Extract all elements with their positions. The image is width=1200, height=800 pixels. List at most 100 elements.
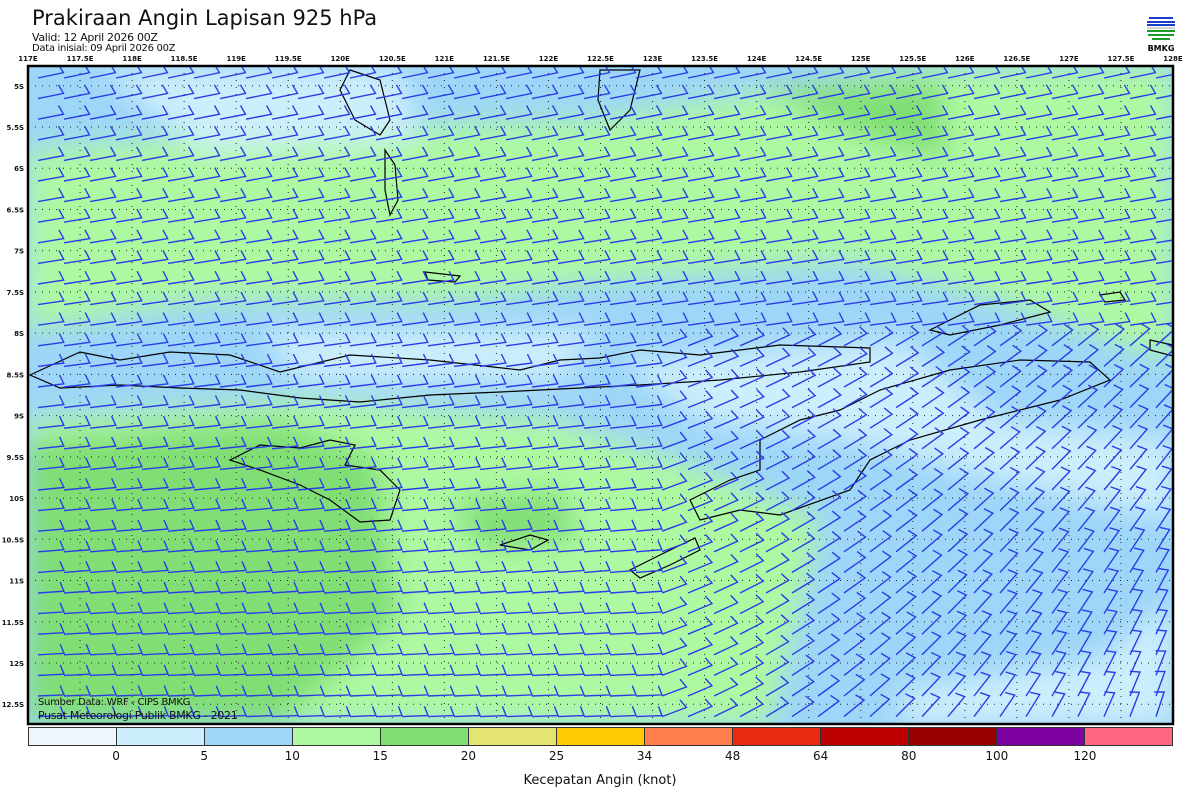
wind-barb — [245, 519, 273, 532]
wind-barb — [583, 105, 611, 120]
wind-barb — [323, 643, 352, 656]
wind-barb — [245, 561, 273, 574]
wind-barb — [635, 457, 663, 471]
wind-barb — [297, 561, 325, 574]
wind-barb — [479, 146, 507, 162]
wind-barb — [89, 581, 117, 594]
wind-barb — [895, 125, 923, 141]
wind-barb — [479, 270, 507, 285]
wind-barb — [219, 415, 247, 429]
wind-barb — [713, 327, 740, 347]
wind-barb — [401, 581, 429, 594]
wind-barb — [843, 346, 868, 368]
lon-label: 124E — [747, 55, 767, 63]
wind-barb — [531, 125, 559, 141]
wind-barb — [89, 540, 117, 553]
wind-barb — [1103, 312, 1131, 326]
wind-barb — [609, 602, 637, 615]
wind-barb — [1077, 506, 1096, 532]
wind-barb — [427, 229, 455, 244]
wind-barb — [999, 208, 1027, 223]
coastlines — [28, 69, 1173, 579]
wind-barb — [349, 187, 377, 203]
wind-barb — [765, 532, 791, 553]
wind-barb — [63, 457, 91, 471]
wind-barb — [687, 595, 714, 615]
wind-barb — [453, 581, 481, 594]
wind-barb — [505, 187, 533, 203]
wind-barb — [635, 312, 663, 326]
wind-barb — [167, 167, 195, 182]
wind-barb — [739, 348, 765, 368]
wind-barb — [557, 623, 586, 635]
wind-barb — [1025, 589, 1044, 615]
wind-barb — [817, 84, 845, 100]
wind-barb — [895, 550, 918, 573]
wind-barb — [401, 395, 429, 409]
wind-barb — [661, 658, 688, 677]
wind-barb — [635, 519, 663, 532]
wind-barb — [739, 430, 765, 450]
wind-barb — [557, 208, 585, 223]
wind-barb — [115, 291, 143, 306]
wind-barb — [609, 353, 637, 368]
wind-barb — [895, 250, 923, 265]
wind-barb — [817, 387, 842, 409]
wind-barb — [141, 312, 169, 326]
wind-barb — [323, 415, 351, 429]
wind-barb — [531, 374, 559, 388]
wind-barb — [947, 467, 970, 491]
wind-barb — [531, 457, 559, 471]
wind-barb — [895, 590, 917, 615]
wind-barb — [245, 436, 273, 450]
wind-barb — [271, 498, 299, 512]
wind-barb — [63, 208, 91, 223]
wind-barb — [505, 561, 533, 574]
wind-barb — [63, 167, 91, 182]
wind-barb — [37, 84, 65, 100]
wind-barb — [999, 405, 1022, 429]
wind-barb — [375, 291, 403, 306]
legend-title: Kecepatan Angin (knot) — [523, 773, 677, 788]
wind-barb — [193, 540, 221, 553]
wind-barb — [1103, 609, 1118, 635]
wind-barbs — [37, 66, 1173, 718]
wind-barb — [297, 187, 325, 203]
wind-barb — [687, 312, 715, 326]
wind-barb — [141, 146, 169, 162]
wind-barb — [947, 187, 975, 203]
wind-barb — [557, 602, 585, 615]
wind-barb — [869, 270, 897, 285]
wind-barb — [479, 312, 507, 326]
wind-barb — [1025, 466, 1046, 491]
wind-barb — [687, 84, 715, 100]
wind-barb — [1051, 650, 1067, 676]
wind-barb — [349, 374, 377, 388]
lon-label: 117E — [18, 55, 38, 63]
wind-barb — [349, 478, 377, 491]
wind-barb — [349, 167, 377, 182]
wind-barb — [115, 664, 144, 677]
wind-barb — [427, 312, 455, 326]
wind-barb — [1103, 84, 1131, 100]
wind-barb — [375, 581, 403, 594]
wind-barb — [583, 602, 611, 615]
lat-label: 5.5S — [7, 124, 24, 132]
wind-barb — [167, 415, 195, 429]
wind-barb — [427, 436, 455, 450]
lon-label: 127E — [1059, 55, 1079, 63]
wind-barb — [557, 229, 585, 244]
colorbar — [28, 727, 1173, 746]
wind-barb — [1103, 229, 1131, 244]
wind-barb — [739, 553, 765, 574]
wind-barb — [1129, 424, 1149, 450]
wind-barb — [219, 167, 247, 182]
wind-barb — [427, 498, 455, 512]
wind-barb — [479, 706, 508, 718]
wind-barb — [843, 146, 871, 162]
wind-barb — [297, 333, 325, 347]
wind-barb — [1103, 691, 1116, 717]
wind-barb — [1025, 250, 1053, 265]
wind-barb — [505, 84, 533, 100]
wind-barb — [349, 706, 378, 718]
